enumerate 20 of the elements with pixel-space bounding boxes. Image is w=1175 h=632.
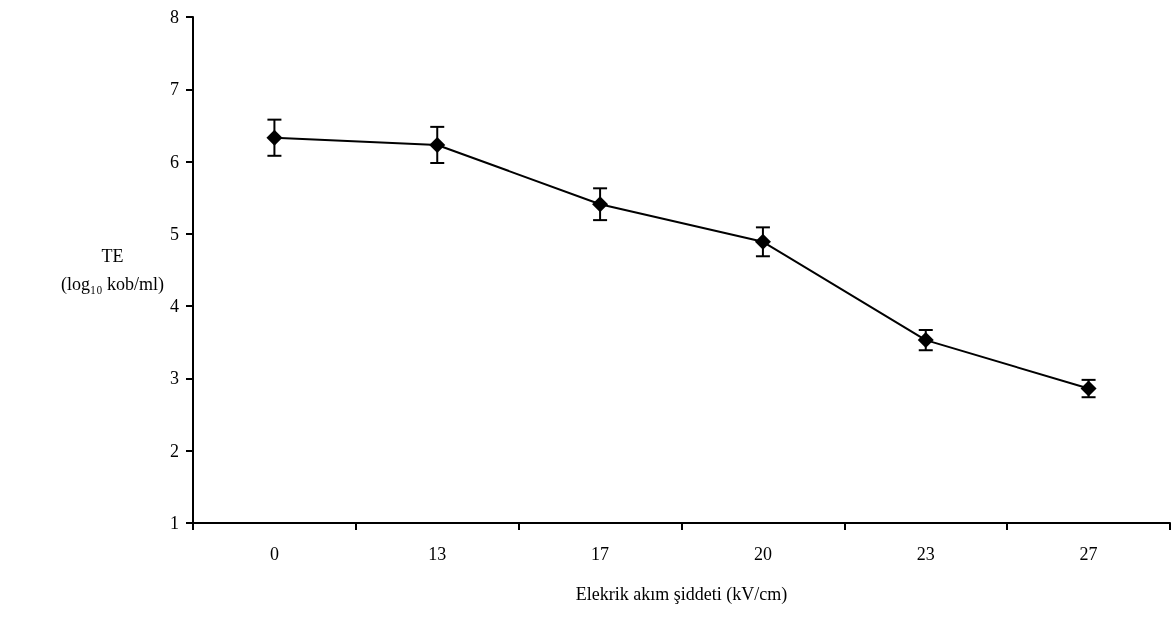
point bbox=[592, 196, 609, 213]
point bbox=[429, 136, 446, 153]
x-tick-label: 13 bbox=[428, 544, 447, 564]
x-tick-label: 20 bbox=[753, 544, 772, 564]
point bbox=[754, 233, 771, 250]
y-tick-label: 2 bbox=[170, 440, 179, 461]
y-tick-label: 7 bbox=[170, 79, 179, 100]
y-tick-label: 8 bbox=[170, 7, 179, 27]
y-tick-label: 3 bbox=[170, 368, 179, 389]
y-tick-label: 6 bbox=[170, 151, 179, 172]
x-tick-label: 27 bbox=[1079, 544, 1098, 564]
y-tick-label: 5 bbox=[170, 223, 179, 244]
x-axis-title: Elekrik akım şiddeti (kV/cm) bbox=[575, 584, 788, 605]
x-tick-label: 23 bbox=[916, 544, 935, 564]
point bbox=[266, 129, 283, 146]
y-tick-label: 4 bbox=[170, 296, 179, 317]
y-tick-label: 1 bbox=[170, 513, 179, 533]
y-axis-title: TE (log₁₀ kob/ml) bbox=[61, 246, 165, 295]
x-tick-label: 0 bbox=[269, 544, 279, 564]
x-tick-label: 17 bbox=[591, 544, 610, 564]
